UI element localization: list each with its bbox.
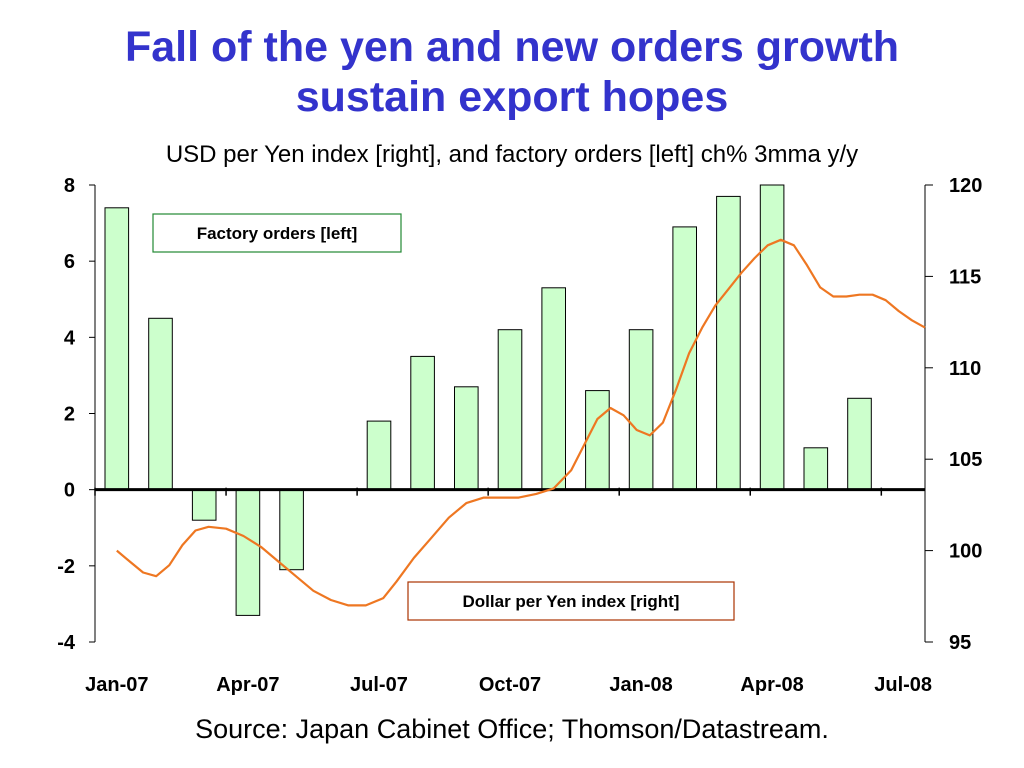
bar-aug-07 xyxy=(410,355,435,491)
legend-dollar-per-yen-label: Dollar per Yen index [right] xyxy=(463,592,680,611)
right-tick-label: 110 xyxy=(949,358,981,380)
axes-layer: 8 6 4 2 0 -2 -4 120 115 110 105 100 95 Jan-07 Apr-07 Ju… xyxy=(57,175,982,696)
legend-factory-orders-label: Factory orders [left] xyxy=(197,224,358,243)
right-tick-label: 120 xyxy=(949,175,982,197)
legend-factory-orders-frame xyxy=(152,213,402,253)
bar-mar-07 xyxy=(191,489,217,521)
bar-apr-08 xyxy=(759,184,785,491)
bar-may-08 xyxy=(803,447,829,491)
source-note: Source: Japan Cabinet Office; Thomson/Da… xyxy=(195,714,829,744)
chart-title-line-1: Fall of the yen and new orders growth xyxy=(124,23,900,71)
x-tick-label: Jul-08 xyxy=(874,674,932,696)
chart-title-line-2: sustain export hopes xyxy=(295,73,729,121)
bar-dec-07 xyxy=(585,390,610,491)
x-tick-label: Oct-07 xyxy=(479,674,541,696)
bar-sep-07 xyxy=(454,386,479,491)
x-tick-label: Jul-07 xyxy=(350,674,408,696)
bar-mar-08 xyxy=(716,195,741,491)
bar-jul-07 xyxy=(366,420,392,491)
bar-oct-07 xyxy=(497,329,523,491)
right-tick-label: 95 xyxy=(949,632,971,654)
bars-layer xyxy=(104,184,872,616)
chart-title: Fall of the yen and new orders growth su… xyxy=(0,22,1024,122)
bar-jun-08 xyxy=(847,397,872,491)
right-tick-label: 105 xyxy=(949,449,982,471)
x-tick-label: Jan-08 xyxy=(609,674,672,696)
x-tick-label: Jan-07 xyxy=(85,674,148,696)
left-tick-label: 8 xyxy=(64,175,75,197)
bar-may-07 xyxy=(279,489,304,571)
legend-layer: Factory orders [left] Dollar per Yen inde… xyxy=(152,213,735,621)
right-tick-label: 115 xyxy=(949,266,981,288)
bar-apr-07 xyxy=(235,489,261,616)
bar-jan-07 xyxy=(104,207,130,491)
left-tick-label: 0 xyxy=(64,480,75,502)
bar-jan-08 xyxy=(628,329,654,491)
bar-nov-07 xyxy=(541,287,567,491)
left-tick-label: -4 xyxy=(57,632,76,654)
left-tick-label: 6 xyxy=(64,251,75,273)
x-tick-label: Apr-07 xyxy=(216,674,279,696)
left-tick-label: -2 xyxy=(57,556,75,578)
left-tick-label: 4 xyxy=(64,327,76,349)
yen-index-line xyxy=(116,238,926,607)
left-tick-label: 2 xyxy=(64,404,75,426)
chart-subtitle: USD per Yen index [right], and factory o… xyxy=(165,141,859,168)
bar-feb-08 xyxy=(672,226,698,491)
legend-dollar-per-yen: Dollar per Yen index [right] xyxy=(407,581,735,621)
line-layer xyxy=(116,238,926,607)
bar-feb-07 xyxy=(148,317,173,491)
legend-factory-orders: Factory orders [left] xyxy=(152,213,402,253)
x-tick-label: Apr-08 xyxy=(740,674,803,696)
legend-dollar-per-yen-frame xyxy=(407,581,735,621)
right-tick-label: 100 xyxy=(949,541,982,563)
